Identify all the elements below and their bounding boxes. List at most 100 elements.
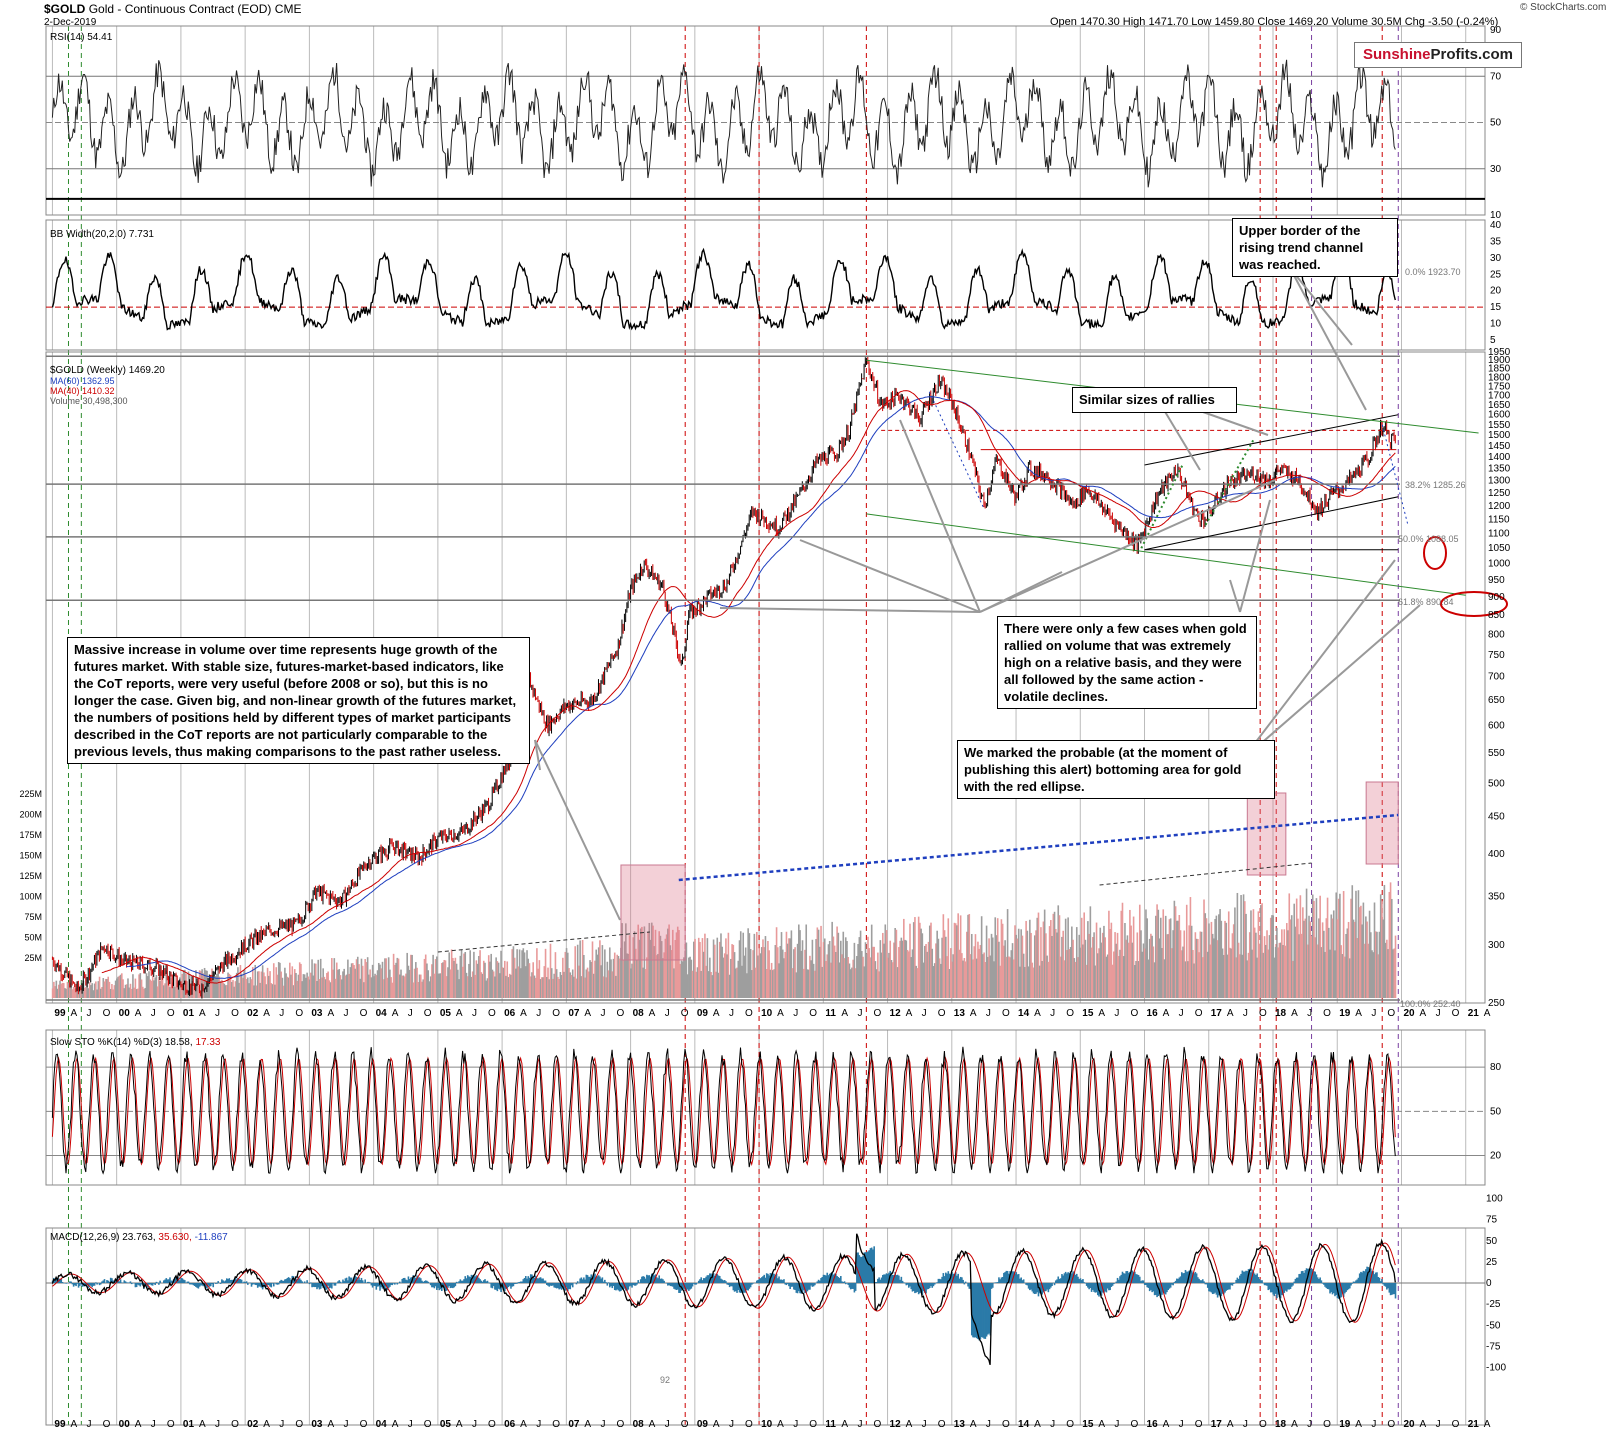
volume-bar <box>951 961 953 998</box>
macd-histogram-bar <box>369 1282 371 1283</box>
volume-bar <box>403 976 406 998</box>
volume-bar <box>107 976 110 998</box>
macd-histogram-bar <box>1051 1283 1053 1286</box>
volume-bar <box>815 939 817 998</box>
macd-histogram-bar <box>1177 1278 1179 1283</box>
volume-bar <box>1311 894 1314 998</box>
macd-histogram-bar <box>617 1283 620 1291</box>
macd-histogram-bar <box>701 1280 704 1283</box>
volume-bar <box>218 976 221 998</box>
panel-frames <box>45 25 1486 1426</box>
volume-bar <box>610 959 612 998</box>
volume-bar <box>108 981 111 998</box>
macd-histogram-bar <box>817 1279 820 1283</box>
volume-bar <box>495 957 497 998</box>
macd-signal-line <box>52 1242 1396 1323</box>
macd-histogram-bar <box>103 1279 106 1283</box>
macd-histogram-bar <box>1299 1273 1302 1283</box>
volume-bar <box>903 918 905 998</box>
volume-bar <box>995 935 998 998</box>
macd-histogram-bar <box>518 1281 521 1283</box>
volume-bar <box>381 961 384 998</box>
macd-histogram-bar <box>1267 1283 1270 1291</box>
volume-bar <box>583 955 585 998</box>
macd-histogram-bar <box>627 1283 630 1290</box>
volume-bar <box>627 953 630 998</box>
volume-bar <box>807 969 810 998</box>
volume-bar <box>172 974 175 998</box>
macd-histogram-bar <box>644 1278 647 1283</box>
macd-histogram-bar <box>634 1283 637 1286</box>
volume-bar <box>1168 919 1171 998</box>
volume-bar <box>595 949 598 998</box>
volume-bar <box>848 963 851 998</box>
volume-bar <box>1210 921 1213 998</box>
volume-bar <box>673 968 675 998</box>
volume-bar <box>1129 909 1131 998</box>
volume-bar <box>280 971 282 998</box>
volume-bar <box>636 959 638 998</box>
red-ellipse-small <box>1423 536 1447 570</box>
volume-bar <box>963 957 966 998</box>
macd-histogram-bar <box>1071 1273 1073 1283</box>
macd-histogram-bar <box>600 1278 602 1283</box>
volume-bar <box>1031 962 1034 998</box>
volume-bar <box>957 913 959 998</box>
rsi-label: RSI(14) 54.41 <box>50 32 113 43</box>
volume-bar <box>505 975 507 998</box>
volume-bar <box>1341 954 1344 998</box>
macd-histogram-bar <box>61 1282 64 1283</box>
volume-bar <box>161 970 164 998</box>
macd-histogram-bar <box>1394 1283 1397 1299</box>
volume-bar <box>983 952 985 998</box>
volume-bar <box>264 976 266 998</box>
macd-histogram-bar <box>720 1278 722 1283</box>
ohlc-readout: Open 1470.30 High 1471.70 Low 1459.80 Cl… <box>1050 16 1499 28</box>
macd-histogram-bar <box>1319 1277 1321 1283</box>
volume-bar <box>638 939 641 998</box>
volume-bar <box>1272 915 1275 998</box>
macd-histogram-bar <box>269 1283 271 1287</box>
x-tick-bottom: O <box>103 1419 111 1430</box>
volume-bar <box>938 958 941 998</box>
macd-histogram-bar <box>266 1283 269 1286</box>
macd-histogram-bar <box>287 1277 290 1283</box>
volume-bar <box>1200 931 1203 998</box>
macd-histogram-bar <box>124 1281 127 1283</box>
volume-bar <box>1105 956 1108 998</box>
macd-histogram-bar <box>595 1277 598 1283</box>
macd-histogram-bar <box>1037 1283 1040 1297</box>
volume-bar <box>407 965 410 998</box>
macd-histogram-bar <box>376 1283 379 1287</box>
macd-histogram-bar <box>247 1283 249 1285</box>
volume-bar <box>826 954 829 998</box>
volume-bar <box>297 974 300 998</box>
macd-tick: 75 <box>1486 1215 1498 1226</box>
macd-histogram-bar <box>70 1281 72 1283</box>
volume-bar <box>921 933 924 998</box>
fib-62: 61.8% 890.84 <box>1398 597 1454 607</box>
rsi-tick: 90 <box>1490 25 1502 36</box>
macd-histogram-bar <box>941 1276 943 1283</box>
volume-bar <box>890 960 893 998</box>
macd-histogram-bar <box>453 1283 455 1288</box>
macd-histogram-bar <box>596 1276 599 1283</box>
macd-histogram-bar <box>643 1276 646 1283</box>
volume-bar <box>1071 926 1073 998</box>
macd-histogram-bar <box>975 1283 978 1339</box>
x-tick-bottom: A <box>1227 1419 1234 1430</box>
channel-lower-line <box>1144 496 1399 551</box>
volume-bar <box>1106 954 1109 998</box>
volume-bar <box>548 979 551 998</box>
volume-bar <box>219 981 222 998</box>
volume-bar <box>849 969 852 998</box>
volume-bar <box>1282 945 1284 998</box>
macd-histogram-bar <box>507 1283 510 1288</box>
volume-bar <box>290 974 292 998</box>
x-tick-mid: O <box>873 1008 881 1019</box>
macd-histogram-bar <box>74 1283 76 1286</box>
macd-histogram-bar <box>1036 1283 1039 1293</box>
macd-histogram-bar <box>947 1271 950 1283</box>
volume-bar <box>920 928 922 998</box>
macd-histogram-bar <box>282 1280 285 1283</box>
